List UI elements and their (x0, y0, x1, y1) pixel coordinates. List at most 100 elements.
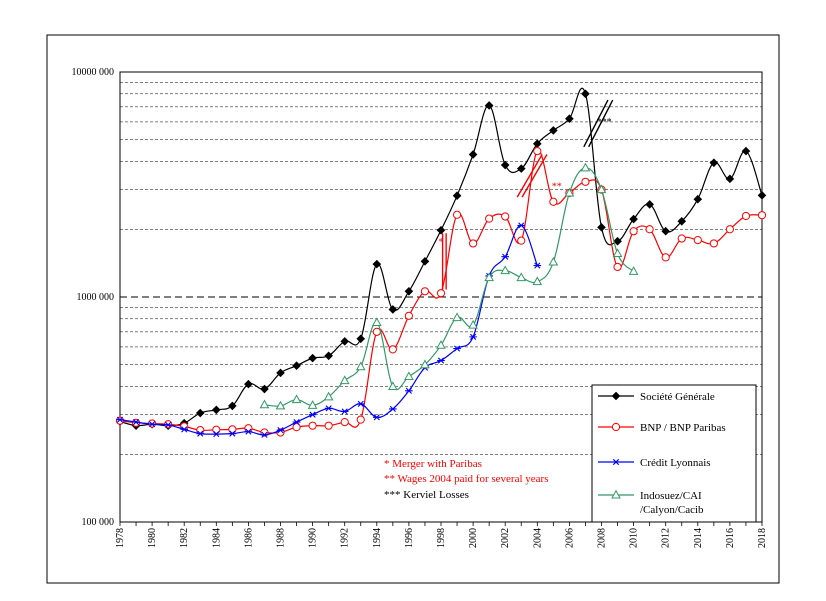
data-point-sg (292, 361, 301, 371)
x-tick-label: 1992 (340, 528, 351, 548)
data-point-bnp (549, 197, 558, 206)
data-point-sg (388, 305, 398, 314)
data-point-ind (291, 394, 302, 404)
note-merger: * Merger with Paribas (384, 458, 482, 470)
data-point-sg (340, 337, 350, 346)
data-point-ind (355, 361, 366, 371)
data-point-cl (340, 408, 349, 415)
data-point-ind (452, 312, 462, 322)
data-point-cl (196, 430, 205, 437)
y-tick-label-1m: 1000 000 (77, 292, 115, 303)
x-tick-label: 1978 (115, 528, 126, 548)
data-point-cl (292, 419, 301, 426)
legend-label-ind-1: Indosuez/CAI (640, 490, 702, 502)
data-point-cl (469, 333, 477, 340)
legend-label-ind-2: /Calyon/Cacib (640, 504, 704, 516)
legend-swatches (598, 391, 634, 499)
data-point-cl (244, 428, 253, 435)
data-point-sg (661, 226, 671, 236)
data-point-cl (405, 387, 413, 394)
data-point-sg (693, 194, 703, 204)
data-point-bnp (725, 225, 735, 234)
data-point-cl (132, 419, 140, 426)
data-point-cl (212, 430, 221, 438)
data-point-cl (164, 421, 172, 429)
data-point-ind (596, 184, 607, 194)
data-point-sg (195, 408, 205, 418)
data-point-bnp (469, 239, 478, 248)
data-point-cl (228, 430, 237, 437)
series-cl (116, 222, 542, 438)
y-tick-label-100k: 100 000 (82, 517, 115, 528)
data-point-sg (677, 216, 687, 226)
data-point-sg (741, 146, 751, 156)
data-point-cl (356, 400, 365, 407)
data-point-ind (259, 399, 270, 409)
data-point-cl (148, 421, 156, 428)
data-point-ind (436, 340, 446, 349)
data-point-ind (564, 187, 575, 197)
data-point-sg (228, 401, 237, 411)
data-point-sg (565, 114, 574, 124)
data-point-sg (372, 259, 382, 269)
inline-annotation-marks: ****** (439, 117, 612, 248)
wages-marker (516, 154, 543, 198)
data-point-cl (116, 416, 124, 423)
data-point-ind (548, 256, 559, 266)
legend-label-sg: Société Générale (640, 391, 715, 403)
x-tick-label: 1984 (211, 528, 222, 548)
x-tick-label: 2006 (564, 528, 575, 548)
kerviel-marker (583, 99, 609, 148)
data-point-ind (339, 375, 350, 385)
data-point-cl (308, 411, 317, 418)
data-point-ind (484, 272, 494, 282)
legend-marker-cl (612, 458, 620, 466)
data-point-ind (275, 400, 286, 410)
x-tick-label: 2004 (532, 528, 543, 548)
data-point-sg (597, 223, 606, 232)
data-point-cl (260, 431, 269, 438)
legend-marker-bnp (611, 422, 621, 432)
data-point-sg (324, 351, 333, 361)
x-tick-label: 2014 (693, 528, 704, 548)
y-tick-label-10m: 10000 000 (72, 67, 115, 78)
data-point-sg (709, 158, 719, 168)
series (115, 87, 767, 438)
data-point-sg (244, 379, 253, 389)
data-point-sg (484, 101, 494, 110)
data-point-bnp (388, 345, 397, 354)
data-point-cl (533, 262, 542, 269)
data-point-bnp (308, 421, 317, 430)
legend: Société Générale BNP / BNP Paribas Crédi… (591, 384, 757, 523)
data-point-sg (356, 334, 366, 344)
data-point-ind (612, 248, 623, 258)
data-point-cl (180, 426, 188, 433)
data-point-bnp (741, 211, 751, 221)
series-ind (259, 162, 639, 410)
inline-mark-2: ** (552, 182, 562, 193)
data-point-bnp (661, 253, 670, 262)
x-tick-label: 2002 (500, 528, 511, 548)
data-point-sg (645, 200, 654, 209)
inline-mark-1: * (439, 237, 444, 248)
x-tick-label: 1982 (179, 528, 190, 548)
data-point-bnp (420, 287, 430, 296)
kerviel-marker (588, 99, 614, 148)
data-point-ind (500, 265, 511, 275)
x-tick-label: 1996 (404, 528, 415, 548)
data-point-bnp (356, 415, 365, 424)
data-point-bnp (340, 417, 349, 427)
legend-box (591, 384, 757, 523)
data-point-sg (757, 191, 767, 200)
data-point-bnp (581, 177, 590, 186)
data-point-bnp (501, 212, 510, 221)
data-point-sg (629, 214, 638, 224)
x-tick-label: 1998 (436, 528, 447, 548)
data-point-cl (373, 414, 381, 421)
legend-marker-ind (611, 489, 621, 499)
x-tick-label: 1994 (372, 528, 383, 548)
legend-label-cl: Crédit Lyonnais (640, 457, 711, 469)
x-tick-label: 1986 (243, 528, 254, 548)
x-axis-ticks: 1978 1980 1982 1984 1986 1988 1990 1992 1994 1996… (115, 522, 768, 548)
